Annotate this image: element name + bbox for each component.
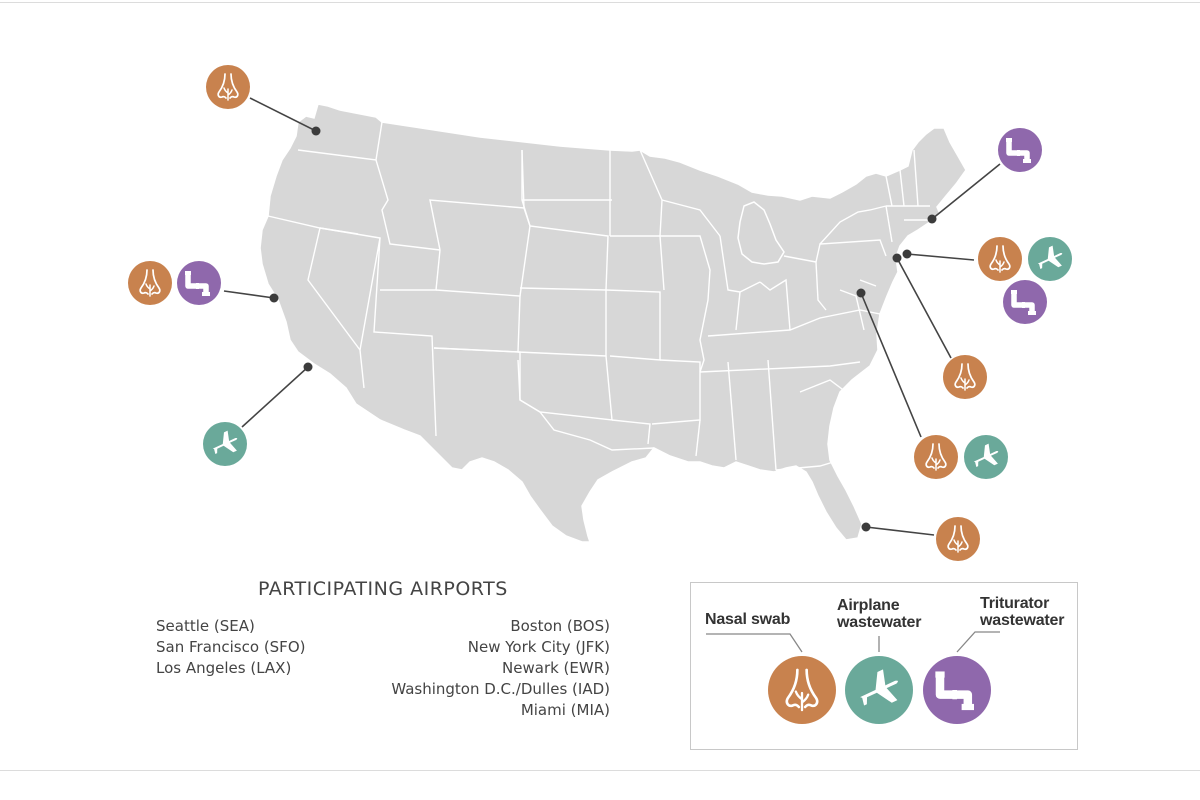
airport-item: Miami (MIA) (520, 701, 610, 719)
nasal-badge (206, 65, 250, 109)
airport-dot (311, 126, 321, 136)
leader-line (860, 292, 922, 438)
airport-item: Boston (BOS) (510, 617, 610, 635)
airport-item: Washington D.C./Dulles (IAD) (391, 680, 610, 698)
top-rule (0, 2, 1200, 3)
airport-item: Newark (EWR) (502, 659, 610, 677)
leader-line (241, 366, 309, 428)
site-marker-iad[interactable] (856, 288, 1009, 480)
triturator-badge (998, 128, 1042, 172)
nasal-badge (943, 355, 987, 399)
airport-item: New York City (JFK) (467, 638, 610, 656)
us-landmass (259, 103, 967, 543)
leader-line (223, 290, 275, 299)
airport-dot (303, 362, 313, 372)
site-marker-bos[interactable] (927, 128, 1043, 224)
airport-item: Los Angeles (LAX) (156, 659, 292, 677)
airport-item: San Francisco (SFO) (156, 638, 306, 656)
site-marker-jfk[interactable] (902, 237, 1073, 324)
site-marker-lax[interactable] (203, 362, 313, 467)
leader-line (906, 253, 975, 261)
nasal-badge (914, 435, 958, 479)
bottom-rule (0, 770, 1200, 771)
nasal-badge (978, 237, 1022, 281)
site-marker-ewr[interactable] (892, 253, 988, 400)
airplane-badge (203, 422, 247, 466)
legend-label-nasal: Nasal swab (705, 611, 791, 628)
legend-box (690, 582, 1078, 750)
michigan-peninsula (737, 201, 785, 265)
airport-dot (892, 253, 902, 263)
leader-line (896, 257, 952, 359)
airports-left-list: Seattle (SEA) San Francisco (SFO) Los An… (156, 616, 305, 679)
leader-line (931, 163, 1001, 220)
legend-label-airplane: Airplane wastewater (837, 597, 922, 631)
nasal-badge (128, 261, 172, 305)
triturator-badge (177, 261, 221, 305)
site-marker-sea[interactable] (206, 65, 321, 136)
site-marker-sfo[interactable] (128, 261, 279, 305)
leader-line (249, 97, 317, 132)
airports-title: PARTICIPATING AIRPORTS (258, 578, 508, 600)
airport-dot (902, 249, 912, 259)
nasal-badge (936, 517, 980, 561)
site-marker-mia[interactable] (861, 517, 981, 561)
legend-label-triturator: Triturator wastewater (980, 595, 1065, 629)
airport-dot (927, 214, 937, 224)
airport-dot (861, 522, 871, 532)
airport-dot (856, 288, 866, 298)
airplane-badge (1028, 237, 1072, 281)
leader-line (865, 526, 935, 536)
airport-dot (269, 293, 279, 303)
state-borders (267, 121, 930, 471)
airplane-badge (964, 435, 1008, 479)
triturator-badge (1003, 280, 1047, 324)
airports-right-list: Boston (BOS) New York City (JFK) Newark … (380, 616, 610, 721)
airport-item: Seattle (SEA) (156, 617, 255, 635)
